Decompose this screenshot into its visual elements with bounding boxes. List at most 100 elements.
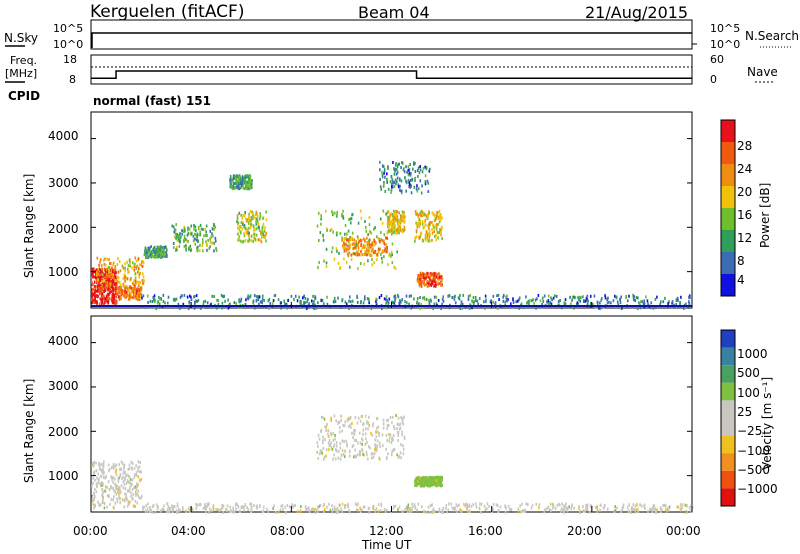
power-pixel: [195, 246, 198, 250]
power-pixel: [315, 306, 318, 310]
power-pixel: [127, 264, 130, 268]
power-pixel: [584, 299, 587, 303]
velocity-pixel: [647, 510, 649, 514]
velocity-pixel: [125, 481, 128, 485]
velocity-pixel: [329, 443, 331, 447]
power-pixel: [203, 234, 205, 238]
power-pixel: [133, 283, 135, 287]
velocity-pixel: [112, 487, 114, 491]
power-pixel: [423, 213, 425, 217]
power-pixel: [97, 294, 99, 298]
power-pixel: [149, 305, 152, 309]
power-pixel: [643, 299, 645, 303]
power-pixel: [385, 301, 387, 305]
power-pixel: [176, 245, 178, 249]
velocity-pixel: [416, 508, 419, 512]
power-pixel: [351, 231, 354, 235]
velocity-pixel: [91, 499, 94, 503]
power-pixel: [400, 179, 403, 183]
power-pixel: [188, 227, 191, 231]
power-pixel: [616, 300, 619, 304]
power-pixel: [429, 167, 431, 171]
power-pixel: [105, 277, 108, 281]
power-pixel: [120, 285, 123, 289]
power-pixel: [419, 277, 421, 281]
velocity-pixel: [421, 482, 424, 486]
power-pixel: [173, 235, 176, 239]
power-pixel: [240, 181, 243, 185]
power-pixel: [230, 182, 232, 186]
velocity-pixel: [417, 477, 419, 481]
velocity-pixel: [412, 505, 414, 509]
power-pixel: [150, 245, 152, 249]
power-pixel: [118, 260, 121, 264]
power-pixel: [366, 297, 369, 301]
power-pixel: [353, 238, 356, 242]
velocity-pixel: [291, 505, 294, 509]
power-pixel: [369, 230, 372, 234]
velocity-pixel: [202, 506, 205, 510]
power-pixel: [115, 295, 118, 299]
power-pixel: [381, 175, 384, 179]
power-pixel: [546, 300, 548, 304]
power-pixel: [423, 274, 425, 278]
velocity-pixel: [365, 437, 367, 441]
velocity-pixel: [357, 502, 359, 506]
power-pixel: [490, 299, 493, 303]
velocity-pixel: [447, 508, 450, 512]
power-pixel: [396, 176, 399, 180]
power-pixel: [438, 282, 440, 286]
velocity-pixel: [341, 510, 344, 514]
freq-label-1: Freq.: [10, 54, 38, 67]
power-pixel: [97, 278, 99, 282]
power-pixel: [257, 238, 259, 242]
power-pixel: [675, 298, 678, 302]
velocity-pixel: [349, 417, 351, 421]
velocity-pixel: [414, 506, 417, 510]
power-pixel: [431, 220, 433, 224]
velocity-pixel: [552, 504, 555, 508]
velocity-pixel: [656, 508, 659, 512]
power-pixel: [435, 275, 438, 279]
power-pixel: [235, 178, 237, 182]
velocity-pixel: [436, 484, 438, 488]
velocity-pixel: [322, 457, 325, 461]
power-pixel: [139, 281, 142, 285]
power-pixel: [94, 298, 96, 302]
power-pixel: [107, 278, 109, 282]
velocity-pixel: [388, 439, 391, 443]
velocity-pixel: [616, 506, 618, 510]
velocity-pixel: [97, 500, 99, 504]
velocity-pixel: [317, 444, 319, 448]
power-pixel: [147, 246, 150, 250]
velocity-pixel: [95, 482, 98, 486]
velocity-pixel: [182, 508, 184, 512]
velocity-pixel: [499, 505, 502, 509]
power-pixel: [112, 273, 115, 277]
power-pixel: [367, 259, 369, 263]
power-pixel: [374, 243, 376, 247]
power-pixel: [137, 280, 140, 284]
power-pixel: [459, 306, 461, 310]
power-pixel: [386, 180, 389, 184]
velocity-pixel: [102, 460, 105, 464]
power-pixel: [101, 299, 103, 303]
power-pixel: [435, 302, 438, 306]
power-pixel: [113, 272, 116, 276]
power-pixel: [363, 245, 365, 249]
power-pixel: [435, 295, 438, 299]
velocity-pixel: [205, 505, 208, 509]
power-pixel: [333, 296, 336, 300]
power-pixel: [434, 225, 437, 229]
power-pixel: [237, 180, 239, 184]
power-pixel: [390, 229, 393, 233]
power-pixel: [405, 294, 408, 298]
power-pixel: [428, 210, 430, 214]
power-pixel: [441, 283, 443, 287]
power-pixel: [193, 227, 195, 231]
velocity-pixel: [361, 438, 364, 442]
power-pixel: [335, 233, 338, 237]
power-pixel: [317, 301, 319, 305]
power-pixel: [379, 185, 382, 189]
power-pixel: [137, 286, 139, 290]
